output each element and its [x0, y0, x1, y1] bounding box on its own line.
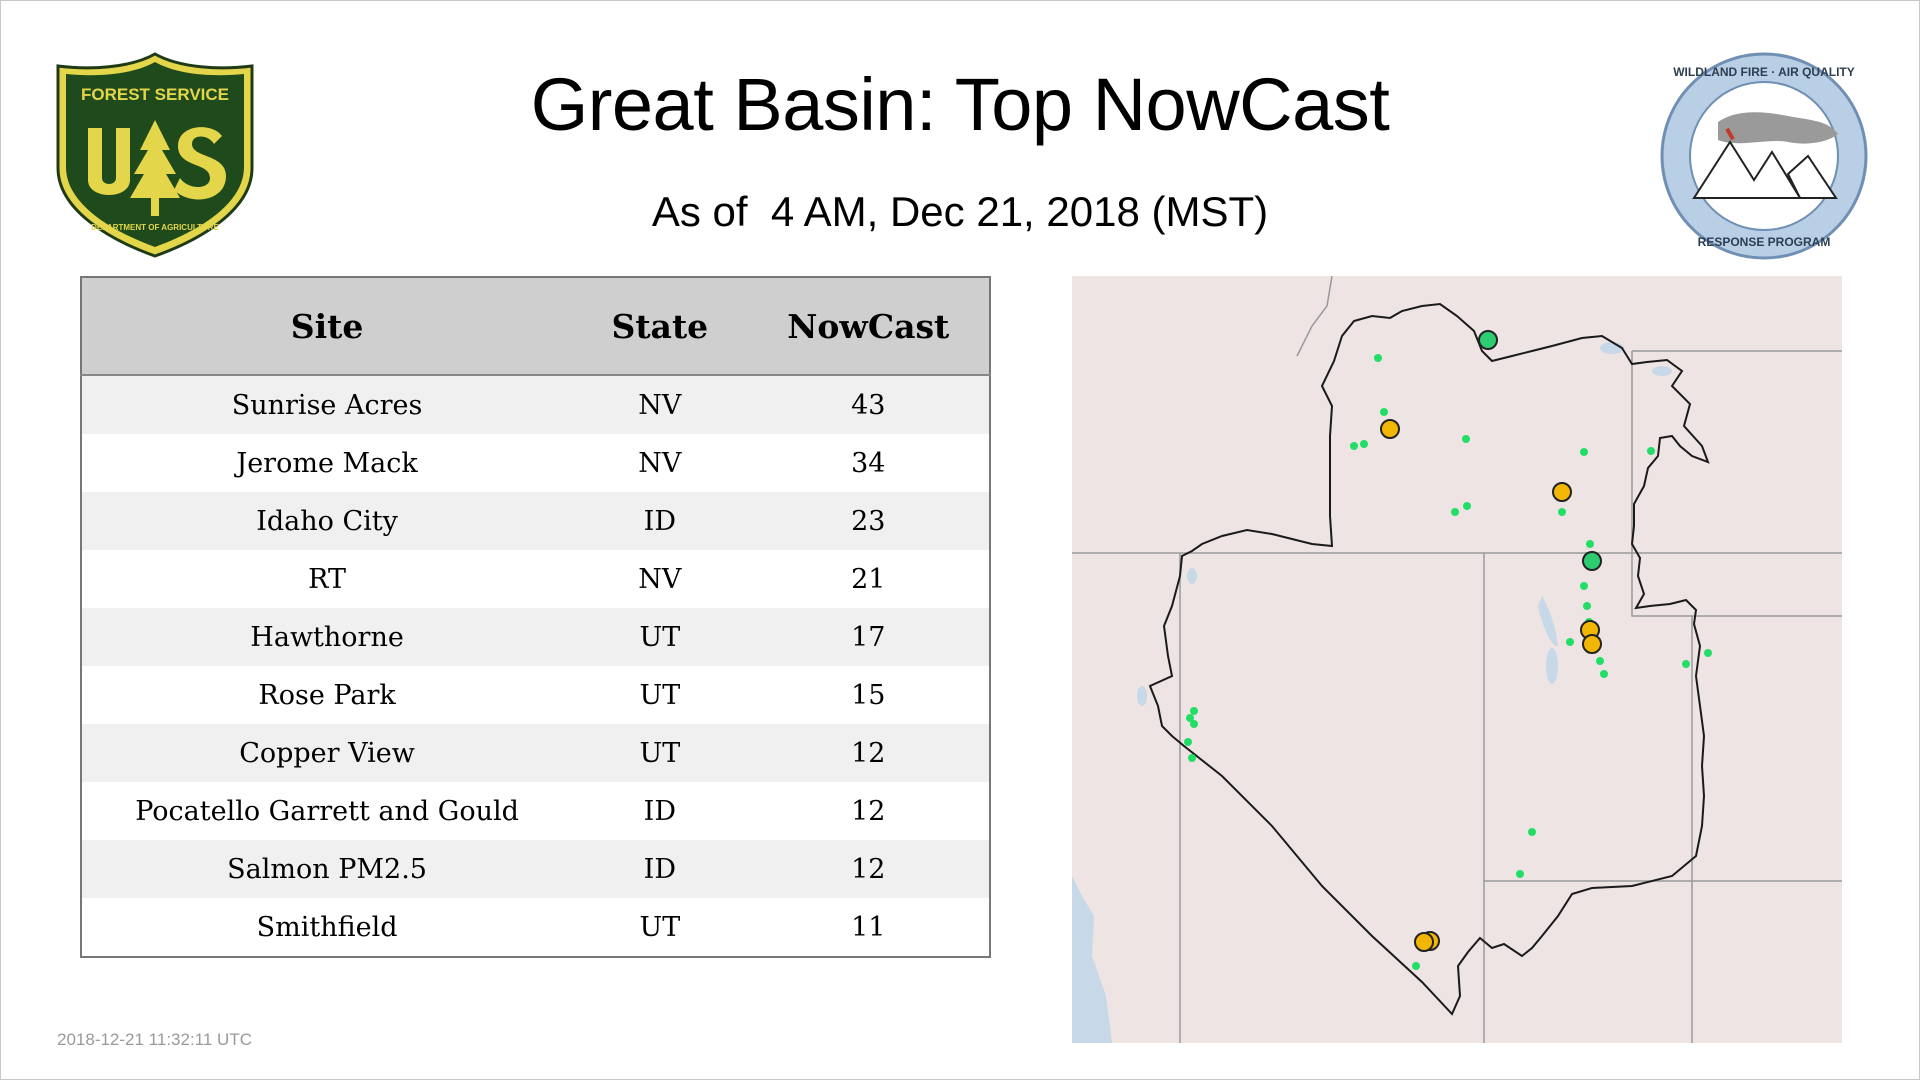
timestamp: 2018-12-21 11:32:11 UTC: [57, 1030, 252, 1049]
cell-nowcast: 23: [747, 492, 990, 550]
cell-site: Rose Park: [81, 666, 573, 724]
wildland-fire-logo: WILDLAND FIRE · AIR QUALITY RESPONSE PRO…: [1660, 52, 1868, 260]
cell-state: ID: [572, 492, 748, 550]
green-monitor-markers: [1478, 330, 1602, 571]
cell-state: ID: [572, 782, 748, 840]
map-land: [1072, 276, 1842, 1043]
great-basin-boundary: [1148, 302, 1710, 1016]
cell-state: ID: [572, 840, 748, 898]
header-nowcast: NowCast: [747, 277, 990, 376]
cell-nowcast: 11: [747, 898, 990, 957]
forest-service-bottom-text: DEPARTMENT OF AGRICULTURE: [91, 223, 220, 232]
cell-nowcast: 12: [747, 840, 990, 898]
great-salt-lake: [1538, 596, 1558, 647]
table-header-row: Site State NowCast: [81, 277, 990, 376]
wildland-fire-top-text: WILDLAND FIRE · AIR QUALITY: [1673, 65, 1855, 79]
yellow-monitor-markers: [1380, 419, 1602, 952]
cell-nowcast: 17: [747, 608, 990, 666]
table-row: Salmon PM2.5 ID 12: [81, 840, 990, 898]
cell-site: Hawthorne: [81, 608, 573, 666]
table-row: Hawthorne UT 17: [81, 608, 990, 666]
header-site: Site: [81, 277, 573, 376]
ocean: [1072, 876, 1112, 1043]
lake-1: [1187, 568, 1197, 584]
header-state: State: [572, 277, 748, 376]
table-row: Idaho City ID 23: [81, 492, 990, 550]
cell-nowcast: 43: [747, 375, 990, 434]
cell-site: Idaho City: [81, 492, 573, 550]
cell-state: NV: [572, 434, 748, 492]
cell-site: RT: [81, 550, 573, 608]
cell-site: Sunrise Acres: [81, 375, 573, 434]
state-lines: [1072, 276, 1842, 1043]
cell-state: NV: [572, 375, 748, 434]
table-row: Smithfield UT 11: [81, 898, 990, 957]
cell-nowcast: 34: [747, 434, 990, 492]
table-row: Jerome Mack NV 34: [81, 434, 990, 492]
table-row: Pocatello Garrett and Gould ID 12: [81, 782, 990, 840]
cell-site: Copper View: [81, 724, 573, 782]
lake-3: [1652, 366, 1672, 376]
cell-nowcast: 21: [747, 550, 990, 608]
table-row: Sunrise Acres NV 43: [81, 375, 990, 434]
cell-state: UT: [572, 608, 748, 666]
table-row: Rose Park UT 15: [81, 666, 990, 724]
lake-4: [1137, 686, 1147, 706]
cell-state: UT: [572, 724, 748, 782]
nowcast-table: Site State NowCast Sunrise Acres NV 43 Jer…: [80, 276, 991, 958]
utah-lake: [1546, 648, 1558, 684]
forest-service-top-text: FOREST SERVICE: [81, 85, 229, 104]
cell-nowcast: 12: [747, 724, 990, 782]
cell-state: NV: [572, 550, 748, 608]
cell-site: Pocatello Garrett and Gould: [81, 782, 573, 840]
cell-state: UT: [572, 898, 748, 957]
forest-service-logo: FOREST SERVICE DEPARTMENT OF AGRICULTURE: [56, 52, 254, 258]
table-row: RT NV 21: [81, 550, 990, 608]
cell-site: Jerome Mack: [81, 434, 573, 492]
cell-nowcast: 12: [747, 782, 990, 840]
page-subtitle: As of 4 AM, Dec 21, 2018 (MST): [651, 188, 1269, 235]
page-title: Great Basin: Top NowCast: [530, 63, 1390, 146]
wildland-fire-bottom-text: RESPONSE PROGRAM: [1698, 235, 1831, 249]
cell-nowcast: 15: [747, 666, 990, 724]
great-basin-map: [1072, 276, 1842, 1043]
cell-site: Salmon PM2.5: [81, 840, 573, 898]
table-row: Copper View UT 12: [81, 724, 990, 782]
cell-site: Smithfield: [81, 898, 573, 957]
cell-state: UT: [572, 666, 748, 724]
